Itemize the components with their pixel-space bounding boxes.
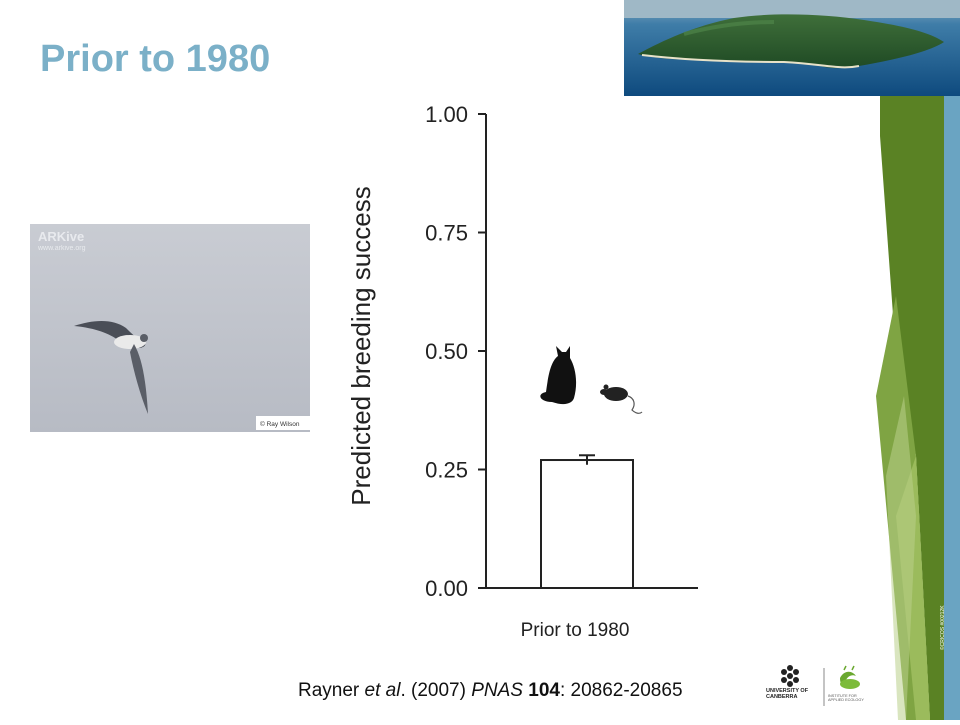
y-tick-label: 1.00 xyxy=(425,102,468,127)
y-ticks: 0.00 0.25 0.50 0.75 1.00 xyxy=(425,102,486,601)
cricos-text: ©CRICOS #00212K xyxy=(940,605,946,650)
arkive-watermark: ARKive xyxy=(38,229,84,244)
institute-line1: INSTITUTE FOR xyxy=(828,694,857,698)
breeding-success-chart: Predicted breeding success 0.00 0.25 0.50 0… xyxy=(330,96,710,616)
x-category-label: Prior to 1980 xyxy=(520,620,630,641)
citation-journal: PNAS xyxy=(471,680,523,701)
y-tick-label: 0.50 xyxy=(425,339,468,364)
institute-logo-icon xyxy=(840,665,860,689)
bird-photo: ARKive www.arkive.org © Ray Wilson xyxy=(30,224,310,432)
citation: Rayner et al. (2007) PNAS 104: 20862-208… xyxy=(298,680,683,702)
rat-icon xyxy=(600,384,643,414)
citation-authors: Rayner xyxy=(298,680,365,701)
slide-title: Prior to 1980 xyxy=(40,38,271,80)
university-line2: CANBERRA xyxy=(766,694,798,700)
institute-line2: APPLIED ECOLOGY xyxy=(828,698,864,702)
petrel-icon xyxy=(74,321,148,414)
university-name: UNIVERSITY OF CANBERRA xyxy=(766,688,808,700)
photo-credit: © Ray Wilson xyxy=(260,420,300,428)
arkive-url: www.arkive.org xyxy=(37,245,86,252)
institute-name: INSTITUTE FOR APPLIED ECOLOGY xyxy=(828,694,864,702)
bar xyxy=(540,459,634,589)
bars xyxy=(540,454,634,589)
citation-volume: 104 xyxy=(528,680,560,701)
citation-pages: : 20862-20865 xyxy=(559,680,683,701)
y-tick-label: 0.25 xyxy=(425,458,468,483)
university-line1: UNIVERSITY OF xyxy=(766,688,809,694)
island-photo xyxy=(624,0,960,96)
y-tick-label: 0.75 xyxy=(425,221,468,246)
decorative-sidebar xyxy=(876,96,960,720)
citation-etal: et al xyxy=(364,680,401,701)
citation-year: . (2007) xyxy=(400,680,472,701)
cat-icon xyxy=(540,346,577,405)
y-axis-label: Predicted breeding success xyxy=(346,186,376,505)
y-tick-label: 0.00 xyxy=(425,576,468,601)
university-logo-icon xyxy=(781,665,799,687)
logos xyxy=(760,664,876,712)
